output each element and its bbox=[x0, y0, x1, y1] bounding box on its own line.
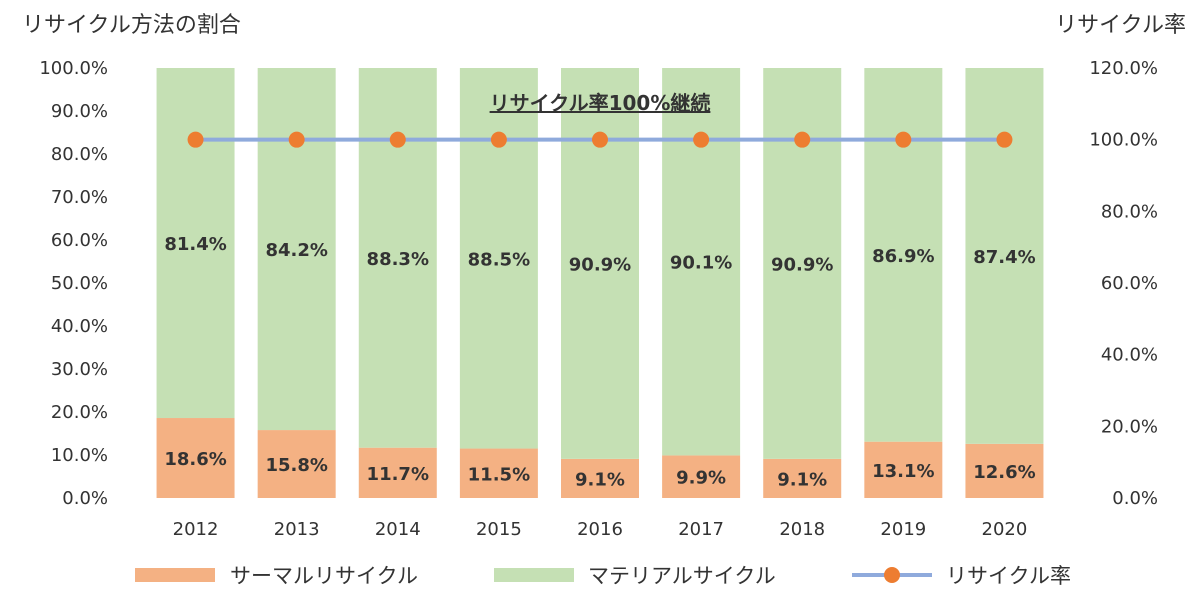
data-label-thermal: 18.6% bbox=[164, 449, 226, 470]
bar-thermal bbox=[662, 455, 741, 498]
y-left-tick-label: 70.0% bbox=[51, 187, 108, 208]
data-label-thermal: 9.1% bbox=[575, 469, 625, 490]
data-label-thermal: 12.6% bbox=[973, 462, 1035, 483]
recycle-rate-point bbox=[693, 131, 710, 148]
data-label-thermal: 15.8% bbox=[265, 455, 327, 476]
bar-material bbox=[864, 68, 943, 442]
data-label-thermal: 11.7% bbox=[367, 464, 429, 485]
data-label-material: 86.9% bbox=[872, 246, 934, 267]
x-tick-label: 2017 bbox=[678, 519, 724, 540]
x-tick-label: 2015 bbox=[476, 519, 522, 540]
data-label-material: 90.9% bbox=[771, 254, 833, 275]
bar-thermal bbox=[156, 418, 235, 498]
bar-material bbox=[358, 68, 437, 448]
y-left-tick-label: 50.0% bbox=[51, 273, 108, 294]
bar-thermal bbox=[864, 441, 943, 498]
y-left-tick-label: 0.0% bbox=[62, 488, 108, 509]
recycle-rate-point bbox=[794, 131, 811, 148]
recycle-rate-point bbox=[592, 131, 608, 148]
y-left-tick-label: 30.0% bbox=[51, 359, 108, 380]
x-tick-label: 2016 bbox=[577, 519, 623, 540]
x-tick-label: 2014 bbox=[375, 519, 421, 540]
y-right-tick-label: 0.0% bbox=[1112, 488, 1158, 509]
legend-swatch-material bbox=[494, 568, 574, 582]
recycle-rate-point bbox=[288, 131, 305, 148]
y-left-tick-label: 60.0% bbox=[51, 230, 108, 251]
left-axis-title: リサイクル方法の割合 bbox=[22, 13, 241, 38]
recycle-rate-point bbox=[187, 131, 204, 148]
bar-thermal bbox=[358, 447, 437, 498]
data-label-material: 88.3% bbox=[367, 249, 429, 270]
right-axis-title: リサイクル率 bbox=[1055, 13, 1186, 38]
y-left-tick-label: 90.0% bbox=[51, 101, 108, 122]
bar-thermal bbox=[763, 458, 842, 498]
axes-group: 0.0% 10.0% 20.0% 30.0% 40.0% 50.0% 60.0% 70.0% 8… bbox=[39, 58, 1158, 509]
data-label-material: 84.2% bbox=[265, 240, 327, 261]
data-label-thermal: 9.1% bbox=[777, 469, 827, 490]
data-label-thermal: 13.1% bbox=[872, 461, 934, 482]
y-left-tick-label: 100.0% bbox=[39, 58, 108, 79]
bar-thermal bbox=[965, 443, 1044, 498]
x-tick-label: 2018 bbox=[779, 519, 825, 540]
data-label-material: 90.1% bbox=[670, 253, 732, 274]
y-left-tick-label: 80.0% bbox=[51, 144, 108, 165]
x-tick-label: 2019 bbox=[880, 519, 926, 540]
data-label-thermal: 9.9% bbox=[676, 468, 726, 489]
x-tick-label: 2020 bbox=[982, 519, 1028, 540]
bar-thermal bbox=[459, 448, 538, 498]
recycle-rate-point bbox=[389, 131, 406, 148]
x-tick-label: 2012 bbox=[173, 519, 219, 540]
data-label-material: 88.5% bbox=[468, 249, 530, 270]
legend-label-material: マテリアルサイクル bbox=[588, 564, 776, 588]
legend-swatch-thermal bbox=[135, 568, 215, 582]
data-label-material: 90.9% bbox=[569, 254, 631, 275]
bar-material bbox=[459, 68, 538, 449]
y-left-tick-label: 20.0% bbox=[51, 402, 108, 423]
recycle-rate-point bbox=[996, 131, 1013, 148]
bar-thermal bbox=[257, 430, 336, 498]
x-tick-label: 2013 bbox=[274, 519, 320, 540]
recycle-rate-point bbox=[490, 131, 507, 148]
bar-thermal bbox=[561, 458, 639, 498]
data-label-material: 81.4% bbox=[164, 234, 226, 255]
data-label-material: 87.4% bbox=[973, 247, 1035, 268]
annotation: リサイクル率100%継続 bbox=[490, 91, 711, 115]
recycle-rate-point bbox=[895, 131, 912, 148]
line-series-group bbox=[187, 131, 1013, 148]
legend: サーマルリサイクル マテリアルサイクル リサイクル率 bbox=[135, 564, 1071, 588]
legend-label-thermal: サーマルリサイクル bbox=[230, 564, 418, 588]
y-right-tick-label: 100.0% bbox=[1089, 130, 1158, 151]
legend-swatch-rate-marker bbox=[884, 567, 900, 583]
y-left-tick-label: 10.0% bbox=[51, 445, 108, 466]
y-right-tick-label: 20.0% bbox=[1101, 416, 1158, 437]
y-right-tick-label: 120.0% bbox=[1089, 58, 1158, 79]
legend-label-rate: リサイクル率 bbox=[946, 564, 1071, 588]
data-label-thermal: 11.5% bbox=[468, 464, 530, 485]
bar-material bbox=[156, 68, 235, 419]
y-left-tick-label: 40.0% bbox=[51, 316, 108, 337]
bar-material bbox=[257, 68, 336, 431]
bar-material bbox=[965, 68, 1044, 444]
y-right-tick-label: 60.0% bbox=[1101, 273, 1158, 294]
y-right-tick-label: 80.0% bbox=[1101, 201, 1158, 222]
y-right-tick-label: 40.0% bbox=[1101, 345, 1158, 366]
